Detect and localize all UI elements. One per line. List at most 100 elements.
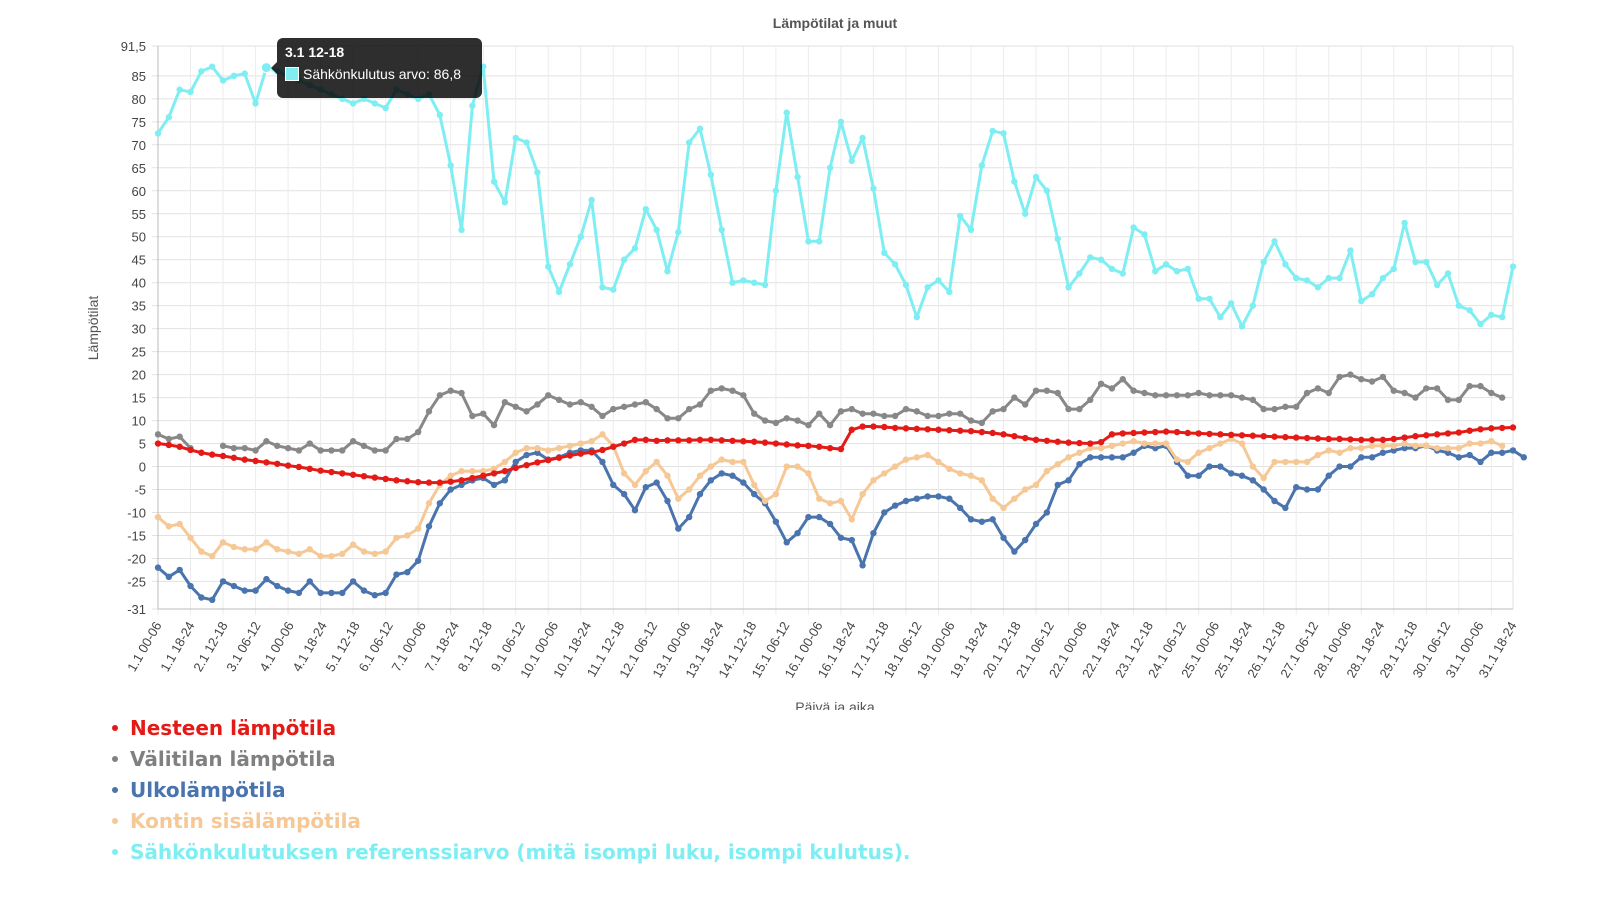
data-point[interactable] <box>317 467 324 474</box>
data-point[interactable] <box>349 438 357 445</box>
data-point[interactable] <box>1130 449 1137 456</box>
data-point[interactable] <box>230 582 238 590</box>
legend-item-kontin[interactable]: Kontin sisälämpötila <box>112 805 910 836</box>
data-point[interactable] <box>620 490 628 498</box>
data-point[interactable] <box>209 596 216 604</box>
data-point[interactable] <box>577 398 584 406</box>
data-point[interactable] <box>1282 403 1289 410</box>
data-point[interactable] <box>1217 392 1224 399</box>
data-point[interactable] <box>1217 440 1224 447</box>
data-point[interactable] <box>523 139 530 146</box>
data-point[interactable] <box>1401 434 1408 441</box>
data-point[interactable] <box>761 281 769 289</box>
data-point[interactable] <box>1358 436 1365 444</box>
data-point[interactable] <box>187 582 194 590</box>
data-point[interactable] <box>154 431 162 438</box>
data-point[interactable] <box>1466 427 1473 434</box>
data-point[interactable] <box>816 495 823 502</box>
data-point[interactable] <box>436 111 444 119</box>
data-point[interactable] <box>1303 458 1311 466</box>
data-point[interactable] <box>382 548 389 555</box>
data-point[interactable] <box>783 441 790 448</box>
data-point[interactable] <box>1466 451 1473 459</box>
data-point[interactable] <box>935 493 942 500</box>
data-point[interactable] <box>328 552 335 560</box>
data-point[interactable] <box>349 541 357 548</box>
data-point[interactable] <box>458 481 465 489</box>
data-point[interactable] <box>512 134 519 142</box>
data-point[interactable] <box>1477 382 1484 390</box>
data-point[interactable] <box>967 472 975 479</box>
data-point[interactable] <box>718 437 725 444</box>
data-point[interactable] <box>967 226 975 234</box>
data-point[interactable] <box>664 497 671 505</box>
data-point[interactable] <box>989 127 996 135</box>
data-point[interactable] <box>1217 431 1224 438</box>
data-point[interactable] <box>393 534 400 541</box>
data-point[interactable] <box>577 233 584 240</box>
data-point[interactable] <box>328 447 335 454</box>
data-point[interactable] <box>859 410 866 417</box>
data-point[interactable] <box>1184 472 1192 479</box>
data-point[interactable] <box>1260 258 1267 266</box>
data-point[interactable] <box>447 486 454 493</box>
data-point[interactable] <box>187 446 194 454</box>
data-point[interactable] <box>1011 394 1018 401</box>
data-point[interactable] <box>805 421 812 429</box>
data-point[interactable] <box>816 443 823 450</box>
data-point[interactable] <box>577 450 584 457</box>
data-point[interactable] <box>274 460 281 467</box>
data-point[interactable] <box>1509 447 1517 454</box>
data-point[interactable] <box>1412 432 1419 440</box>
data-point[interactable] <box>230 444 238 452</box>
data-point[interactable] <box>610 405 617 413</box>
data-point[interactable] <box>1412 442 1419 450</box>
data-point[interactable] <box>610 481 617 489</box>
data-point[interactable] <box>729 437 736 444</box>
data-point[interactable] <box>501 467 509 475</box>
data-point[interactable] <box>1011 548 1018 555</box>
data-point[interactable] <box>891 412 899 420</box>
data-point[interactable] <box>1260 405 1267 413</box>
data-point[interactable] <box>1303 389 1311 397</box>
data-point[interactable] <box>534 401 541 408</box>
data-point[interactable] <box>187 88 194 96</box>
data-point[interactable] <box>284 444 292 452</box>
data-point[interactable] <box>458 467 465 475</box>
data-point[interactable] <box>512 458 519 466</box>
data-point[interactable] <box>1119 270 1126 277</box>
data-point[interactable] <box>230 72 238 80</box>
data-point[interactable] <box>1054 438 1061 445</box>
data-point[interactable] <box>1119 440 1126 447</box>
data-point[interactable] <box>1293 458 1300 466</box>
data-point[interactable] <box>1271 458 1278 466</box>
data-point[interactable] <box>176 520 183 528</box>
data-point[interactable] <box>881 509 888 516</box>
data-point[interactable] <box>1108 385 1116 392</box>
data-point[interactable] <box>989 408 996 415</box>
data-point[interactable] <box>1336 463 1343 470</box>
data-point[interactable] <box>404 532 411 539</box>
data-point[interactable] <box>967 427 975 435</box>
data-point[interactable] <box>913 425 920 433</box>
data-point[interactable] <box>837 118 845 126</box>
data-point[interactable] <box>902 456 910 463</box>
data-point[interactable] <box>1379 449 1387 456</box>
data-point[interactable] <box>490 470 498 477</box>
data-point[interactable] <box>729 279 736 286</box>
data-point[interactable] <box>1347 436 1354 443</box>
data-point[interactable] <box>1498 313 1506 321</box>
highlighted-point[interactable] <box>260 62 272 74</box>
data-point[interactable] <box>685 437 693 444</box>
data-point[interactable] <box>447 472 454 479</box>
data-point[interactable] <box>349 578 357 585</box>
data-point[interactable] <box>1184 392 1192 399</box>
data-point[interactable] <box>252 457 259 465</box>
data-point[interactable] <box>219 452 227 460</box>
data-point[interactable] <box>1509 424 1517 431</box>
data-point[interactable] <box>924 412 931 420</box>
data-point[interactable] <box>620 256 628 263</box>
data-point[interactable] <box>198 594 205 601</box>
data-point[interactable] <box>783 463 790 470</box>
data-point[interactable] <box>490 481 498 489</box>
